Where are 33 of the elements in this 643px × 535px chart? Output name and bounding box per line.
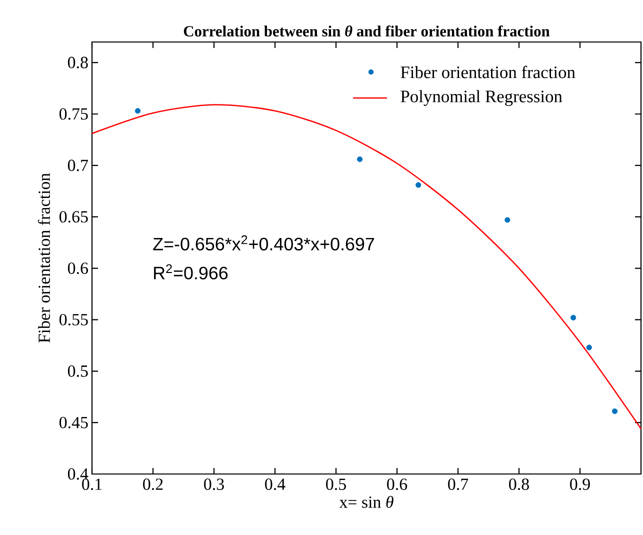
x-tick-label: 0.9 (570, 478, 590, 490)
point (586, 344, 592, 350)
y-axis-title: Fiber orientation fraction (38, 173, 50, 343)
x-tick-label: 0.1 (82, 478, 102, 490)
x-tick-label: 0.3 (204, 478, 224, 490)
x-tick-label: 0.2 (143, 478, 163, 490)
point (570, 314, 576, 320)
legend-label: Polynomial Regression (400, 90, 562, 106)
annotation: Z=-0.656*x$^{2}$+0.403*x+0.697 (153, 235, 374, 250)
annotation: R$^{2}$=0.966 (154, 264, 228, 280)
point (416, 182, 422, 188)
x-axis-title: x= sin θ (339, 496, 394, 508)
y-tick-label: 0.45 (59, 416, 88, 428)
point (356, 156, 363, 162)
point (504, 217, 510, 223)
y-tick-label: 0.5 (68, 365, 88, 377)
line-series (91, 104, 642, 430)
point (134, 108, 141, 114)
y-tick-label: 0.7 (68, 160, 88, 172)
y-tick-label: 0.75 (59, 108, 88, 120)
y-tick-label: 0.8 (68, 56, 88, 68)
x-tick-label: 0.7 (448, 478, 468, 490)
y-tick-label: 0.4 (68, 468, 88, 480)
x-tick-label: 0.6 (387, 478, 408, 490)
chart-title: Correlation between sin θ and fiber orientation fraction (184, 25, 550, 37)
point (612, 408, 618, 414)
legend-label: Fiber orientation fraction (400, 66, 576, 78)
x-tick-label: 0.5 (326, 478, 346, 490)
x-tick-label: 0.4 (265, 478, 286, 490)
y-tick-label: 0.55 (59, 314, 88, 326)
y-tick-label: 0.6 (68, 262, 88, 274)
y-tick-label: 0.65 (59, 211, 88, 223)
x-tick-label: 0.8 (509, 478, 529, 490)
